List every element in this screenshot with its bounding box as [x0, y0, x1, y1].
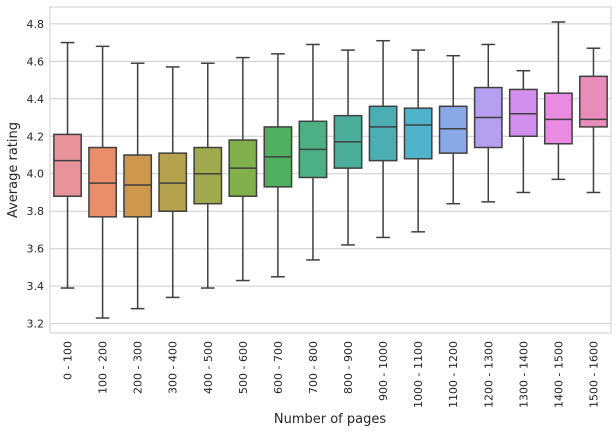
box-300-400 — [158, 66, 188, 299]
box-1000-1100 — [403, 49, 433, 233]
y-axis-ticks: 3.2 3.4 3.6 3.8 4.0 4.2 4.4 4.6 4.8 — [27, 18, 45, 331]
x-tick-label: 100 - 200 — [97, 341, 110, 394]
box-1300-1400 — [508, 69, 538, 194]
x-tick-label: 1000 - 1100 — [412, 341, 425, 408]
x-tick-label: 0 - 100 — [62, 341, 75, 380]
boxes — [53, 21, 608, 319]
x-axis-ticks: 0 - 100 100 - 200 200 - 300 300 - 400 400 - … — [62, 341, 601, 408]
x-tick-label: 1500 - 1600 — [587, 341, 600, 408]
box-0-100 — [53, 41, 82, 289]
y-tick-label: 3.2 — [27, 318, 45, 331]
x-tick-label: 500 - 600 — [237, 341, 250, 394]
box-100-200 — [88, 45, 118, 319]
box-iqr — [158, 152, 188, 212]
box-iqr — [508, 88, 538, 138]
x-tick-label: 600 - 700 — [272, 341, 285, 394]
box-iqr — [403, 107, 433, 160]
box-iqr — [438, 105, 468, 154]
box-iqr — [579, 75, 608, 128]
y-tick-label: 4.8 — [27, 18, 45, 31]
box-200-300 — [123, 62, 153, 310]
x-tick-label: 400 - 500 — [202, 341, 215, 394]
box-1100-1200 — [438, 54, 468, 205]
box-1500-1600 — [579, 47, 608, 194]
x-tick-label: 700 - 800 — [307, 341, 320, 394]
x-tick-label: 1300 - 1400 — [517, 341, 530, 408]
box-800-900 — [333, 49, 363, 246]
x-tick-label: 200 - 300 — [132, 341, 145, 394]
x-tick-label: 300 - 400 — [167, 341, 180, 394]
box-500-600 — [228, 56, 258, 282]
y-tick-label: 4.4 — [27, 93, 45, 106]
box-iqr — [123, 154, 153, 218]
box-700-800 — [298, 43, 328, 261]
box-1400-1500 — [543, 21, 573, 181]
box-iqr — [53, 133, 82, 197]
y-tick-label: 4.6 — [27, 55, 45, 68]
box-iqr — [368, 105, 398, 162]
y-tick-label: 4.2 — [27, 130, 45, 143]
box-iqr — [88, 146, 118, 218]
x-axis-label: Number of pages — [274, 412, 386, 427]
box-600-700 — [263, 53, 293, 278]
box-1200-1300 — [473, 43, 503, 203]
y-tick-label: 4.0 — [27, 168, 45, 181]
x-tick-label: 1400 - 1500 — [552, 341, 565, 408]
box-iqr — [543, 92, 573, 145]
x-tick-label: 900 - 1000 — [377, 341, 390, 401]
box-400-500 — [193, 62, 223, 289]
box-iqr — [193, 146, 223, 205]
x-tick-label: 1200 - 1300 — [482, 341, 495, 408]
y-tick-label: 3.6 — [27, 243, 45, 256]
x-tick-label: 800 - 900 — [342, 341, 355, 394]
y-tick-label: 3.8 — [27, 205, 45, 218]
box-900-1000 — [368, 39, 398, 239]
y-tick-label: 3.4 — [27, 280, 45, 293]
plot-frame — [49, 6, 612, 334]
x-tick-label: 1100 - 1200 — [447, 341, 460, 408]
y-axis-label: Average rating — [6, 122, 21, 218]
